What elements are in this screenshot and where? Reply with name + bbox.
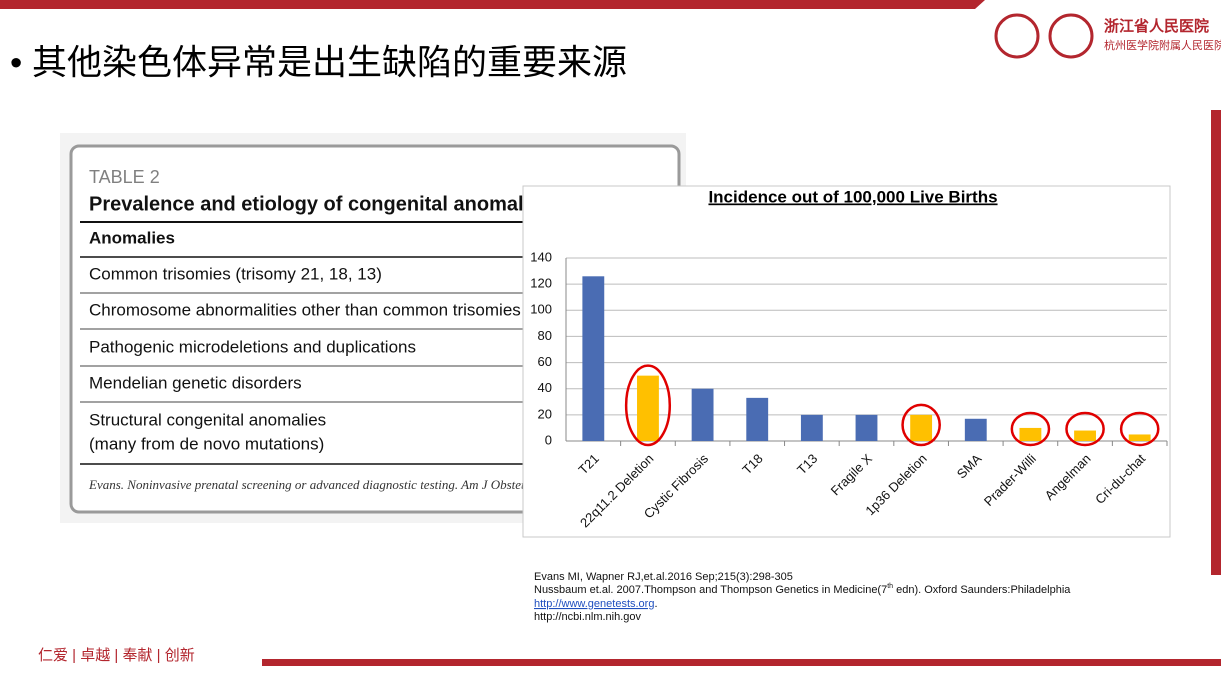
bottom-bar — [262, 659, 1221, 666]
highlight-circle — [1065, 411, 1105, 447]
bar — [1074, 430, 1096, 441]
reference: http://www.genetests.org. — [534, 598, 658, 610]
y-tick-label: 120 — [530, 276, 552, 291]
ref-part: Nussbaum et.al. 2007.Thompson and Thomps… — [534, 584, 887, 596]
bar — [582, 276, 605, 441]
slide-title: • 其他染色体异常是出生缺陷的重要来源 — [10, 43, 627, 82]
table-row: Chromosome abnormalities other than comm… — [89, 300, 521, 319]
ref-sup: th — [887, 583, 893, 590]
chart-frame — [522, 185, 1171, 538]
bar — [855, 414, 878, 441]
table-source: Evans. Noninvasive prenatal screening or… — [88, 477, 556, 492]
logo-1 — [994, 13, 1040, 59]
y-tick-label: 40 — [538, 380, 552, 395]
ref-link[interactable]: http://www.genetests.org — [534, 598, 654, 610]
y-tick-label: 100 — [530, 302, 552, 317]
table-column: Anomalies — [89, 228, 175, 247]
bar — [746, 397, 769, 441]
bar — [800, 414, 823, 441]
ref-part: . — [654, 598, 657, 610]
motto: 仁爱 | 卓越 | 奉献 | 创新 — [38, 646, 195, 664]
y-tick-label: 60 — [538, 354, 552, 369]
bar — [964, 418, 987, 441]
highlight-circle — [624, 364, 672, 447]
logo-2 — [1048, 13, 1094, 59]
table-row: Mendelian genetic disorders — [89, 373, 302, 392]
top-band — [0, 0, 985, 9]
table-row: Common trisomies (trisomy 21, 18, 13) — [89, 264, 382, 283]
highlight-circle — [1010, 411, 1051, 447]
y-tick-label: 0 — [545, 432, 552, 447]
table-row: (many from de novo mutations) — [89, 434, 324, 453]
highlight-circle — [1119, 411, 1160, 447]
chart-title: Incidence out of 100,000 Live Births — [708, 187, 997, 206]
table-row: Structural congenital anomalies — [89, 410, 326, 429]
bar — [637, 375, 659, 441]
table-label: TABLE 2 — [89, 167, 160, 187]
bar — [1019, 427, 1042, 441]
y-tick-label: 80 — [538, 328, 552, 343]
logo-sub: 杭州医学院附属人民医院 — [1104, 38, 1221, 52]
table-title: Prevalence and etiology of congenital an… — [89, 193, 551, 215]
bar — [1128, 434, 1151, 441]
y-tick-label: 20 — [538, 406, 552, 421]
reference: Nussbaum et.al. 2007.Thompson and Thomps… — [534, 583, 1071, 596]
reference: Evans MI, Wapner RJ,et.al.2016 Sep;215(3… — [534, 571, 793, 583]
table-row: Pathogenic microdeletions and duplicatio… — [89, 337, 416, 356]
reference: http://ncbi.nlm.nih.gov — [534, 611, 642, 623]
ref-part: edn). Oxford Saunders:Philadelphia — [893, 584, 1071, 596]
side-bar — [1211, 110, 1221, 575]
highlight-circle — [901, 403, 941, 447]
bar — [910, 414, 933, 441]
bar — [691, 388, 714, 441]
y-tick-label: 140 — [530, 249, 552, 264]
logo-name: 浙江省人民医院 — [1104, 17, 1209, 35]
